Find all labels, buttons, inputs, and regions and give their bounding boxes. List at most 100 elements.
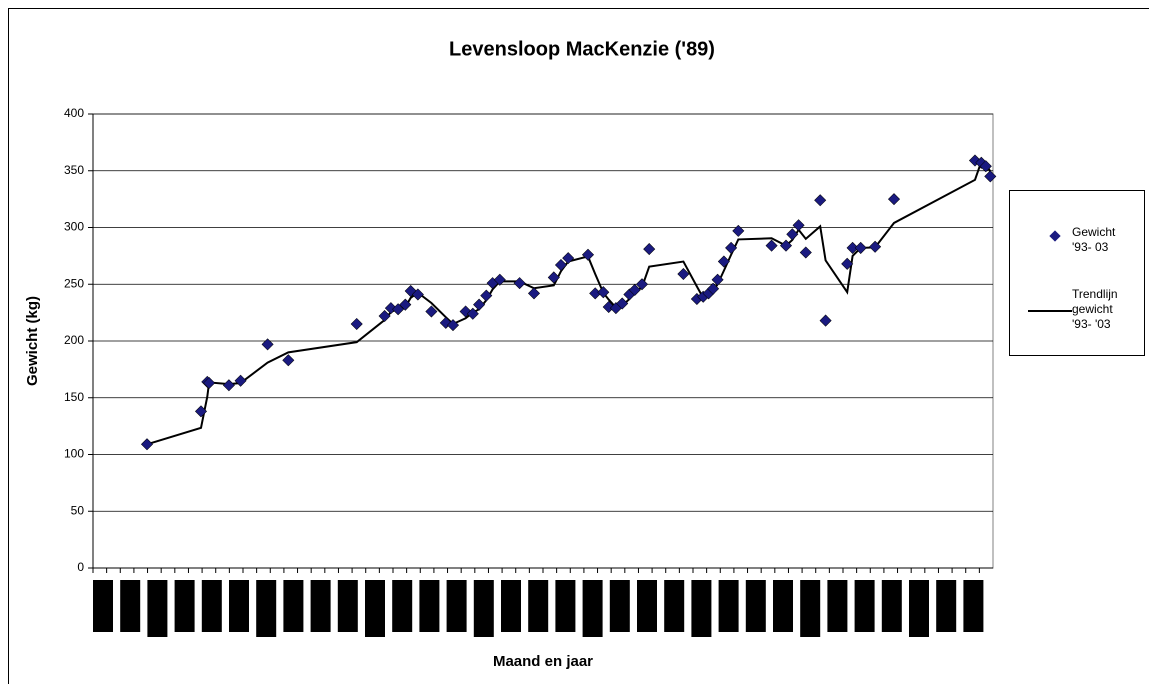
x-tick-label-block — [827, 580, 848, 632]
data-point — [643, 243, 656, 256]
data-point — [677, 268, 690, 281]
data-point — [597, 286, 610, 299]
data-point — [635, 278, 649, 291]
legend: Gewicht '93- 03 Trendlijn gewicht '93- '… — [1009, 190, 1145, 356]
y-tick-label: 50 — [71, 503, 85, 517]
data-point — [234, 374, 247, 387]
data-point — [779, 239, 793, 252]
data-point — [513, 277, 526, 290]
data-point — [554, 258, 568, 271]
data-point — [869, 240, 882, 253]
data-point — [602, 300, 615, 313]
data-point — [425, 305, 438, 318]
data-point — [846, 241, 859, 254]
data-point — [581, 248, 595, 261]
x-tick-label-block — [446, 580, 467, 632]
data-point — [399, 298, 412, 311]
data-point — [984, 170, 997, 183]
y-tick-label: 0 — [77, 560, 84, 574]
data-point — [979, 160, 992, 173]
data-point — [384, 302, 397, 315]
data-point — [411, 288, 424, 301]
x-tick-label-block — [745, 580, 766, 632]
x-tick-label-block — [691, 580, 712, 637]
data-point — [792, 219, 805, 232]
x-tick-label-block — [909, 580, 929, 637]
data-point — [222, 379, 235, 392]
x-tick-label-block — [256, 580, 277, 637]
data-point — [819, 314, 832, 327]
x-tick-label-block — [936, 580, 957, 632]
data-point — [480, 289, 493, 302]
x-tick-label-block — [201, 580, 222, 632]
x-tick-label-block — [174, 580, 195, 632]
x-tick-label-block — [501, 580, 521, 632]
data-point — [765, 239, 778, 252]
legend-swatch — [1049, 230, 1061, 242]
data-point — [887, 193, 901, 206]
y-tick-label: 300 — [64, 220, 84, 234]
data-point — [725, 241, 738, 254]
y-tick-label: 150 — [64, 390, 84, 404]
data-point — [799, 246, 812, 259]
x-tick-label-block — [283, 580, 304, 632]
x-tick-label-block — [637, 580, 657, 632]
data-point — [350, 317, 363, 330]
x-tick-label-block — [310, 580, 331, 632]
legend-marker — [1049, 230, 1061, 242]
data-point — [616, 297, 629, 310]
x-tick-label-block — [555, 580, 576, 632]
data-point — [854, 241, 867, 254]
data-point — [814, 194, 827, 207]
data-point — [717, 255, 730, 268]
legend-label: Trendlijn gewicht '93- '03 — [1072, 287, 1118, 331]
x-tick-label-block — [337, 580, 358, 632]
x-tick-label-block — [854, 580, 875, 632]
x-tick-label-block — [473, 580, 494, 637]
x-tick-label-block — [392, 580, 413, 632]
y-tick-label: 200 — [64, 333, 84, 347]
x-tick-label-block — [365, 580, 385, 637]
data-point — [707, 282, 720, 295]
x-tick-label-block — [93, 580, 113, 632]
data-point — [841, 257, 854, 270]
x-tick-label-block — [419, 580, 440, 632]
x-tick-label-block — [718, 580, 739, 632]
data-point — [140, 438, 154, 451]
data-point — [261, 338, 274, 351]
data-point — [527, 287, 541, 300]
data-point — [282, 354, 295, 367]
y-tick-label: 350 — [64, 163, 84, 177]
data-point — [194, 405, 208, 418]
x-tick-label-block — [609, 580, 630, 632]
x-tick-label-block — [963, 580, 984, 632]
x-tick-label-block — [120, 580, 141, 632]
data-point — [711, 273, 724, 286]
x-tick-label-block — [147, 580, 168, 637]
x-tick-label-block — [582, 580, 603, 637]
x-tick-label-block — [800, 580, 821, 637]
data-point — [547, 271, 560, 284]
data-point — [493, 273, 506, 286]
x-tick-label-block — [664, 580, 685, 632]
data-point — [628, 283, 641, 296]
legend-label: Gewicht '93- 03 — [1072, 225, 1116, 254]
y-tick-label: 400 — [64, 106, 84, 120]
y-tick-label: 100 — [64, 447, 84, 461]
data-point — [562, 252, 575, 265]
x-tick-label-block — [528, 580, 549, 632]
data-point — [203, 376, 216, 390]
legend-swatch — [1028, 310, 1072, 312]
data-point — [473, 298, 486, 311]
x-tick-label-block — [229, 580, 249, 632]
x-axis-label: Maand en jaar — [493, 653, 593, 670]
data-point — [392, 303, 405, 316]
chart-title: Levensloop MacKenzie ('89) — [449, 38, 715, 60]
data-point — [378, 310, 391, 323]
x-tick-label-block — [881, 580, 902, 632]
data-point — [446, 319, 460, 332]
y-tick-label: 250 — [64, 276, 84, 290]
data-point — [589, 287, 602, 300]
